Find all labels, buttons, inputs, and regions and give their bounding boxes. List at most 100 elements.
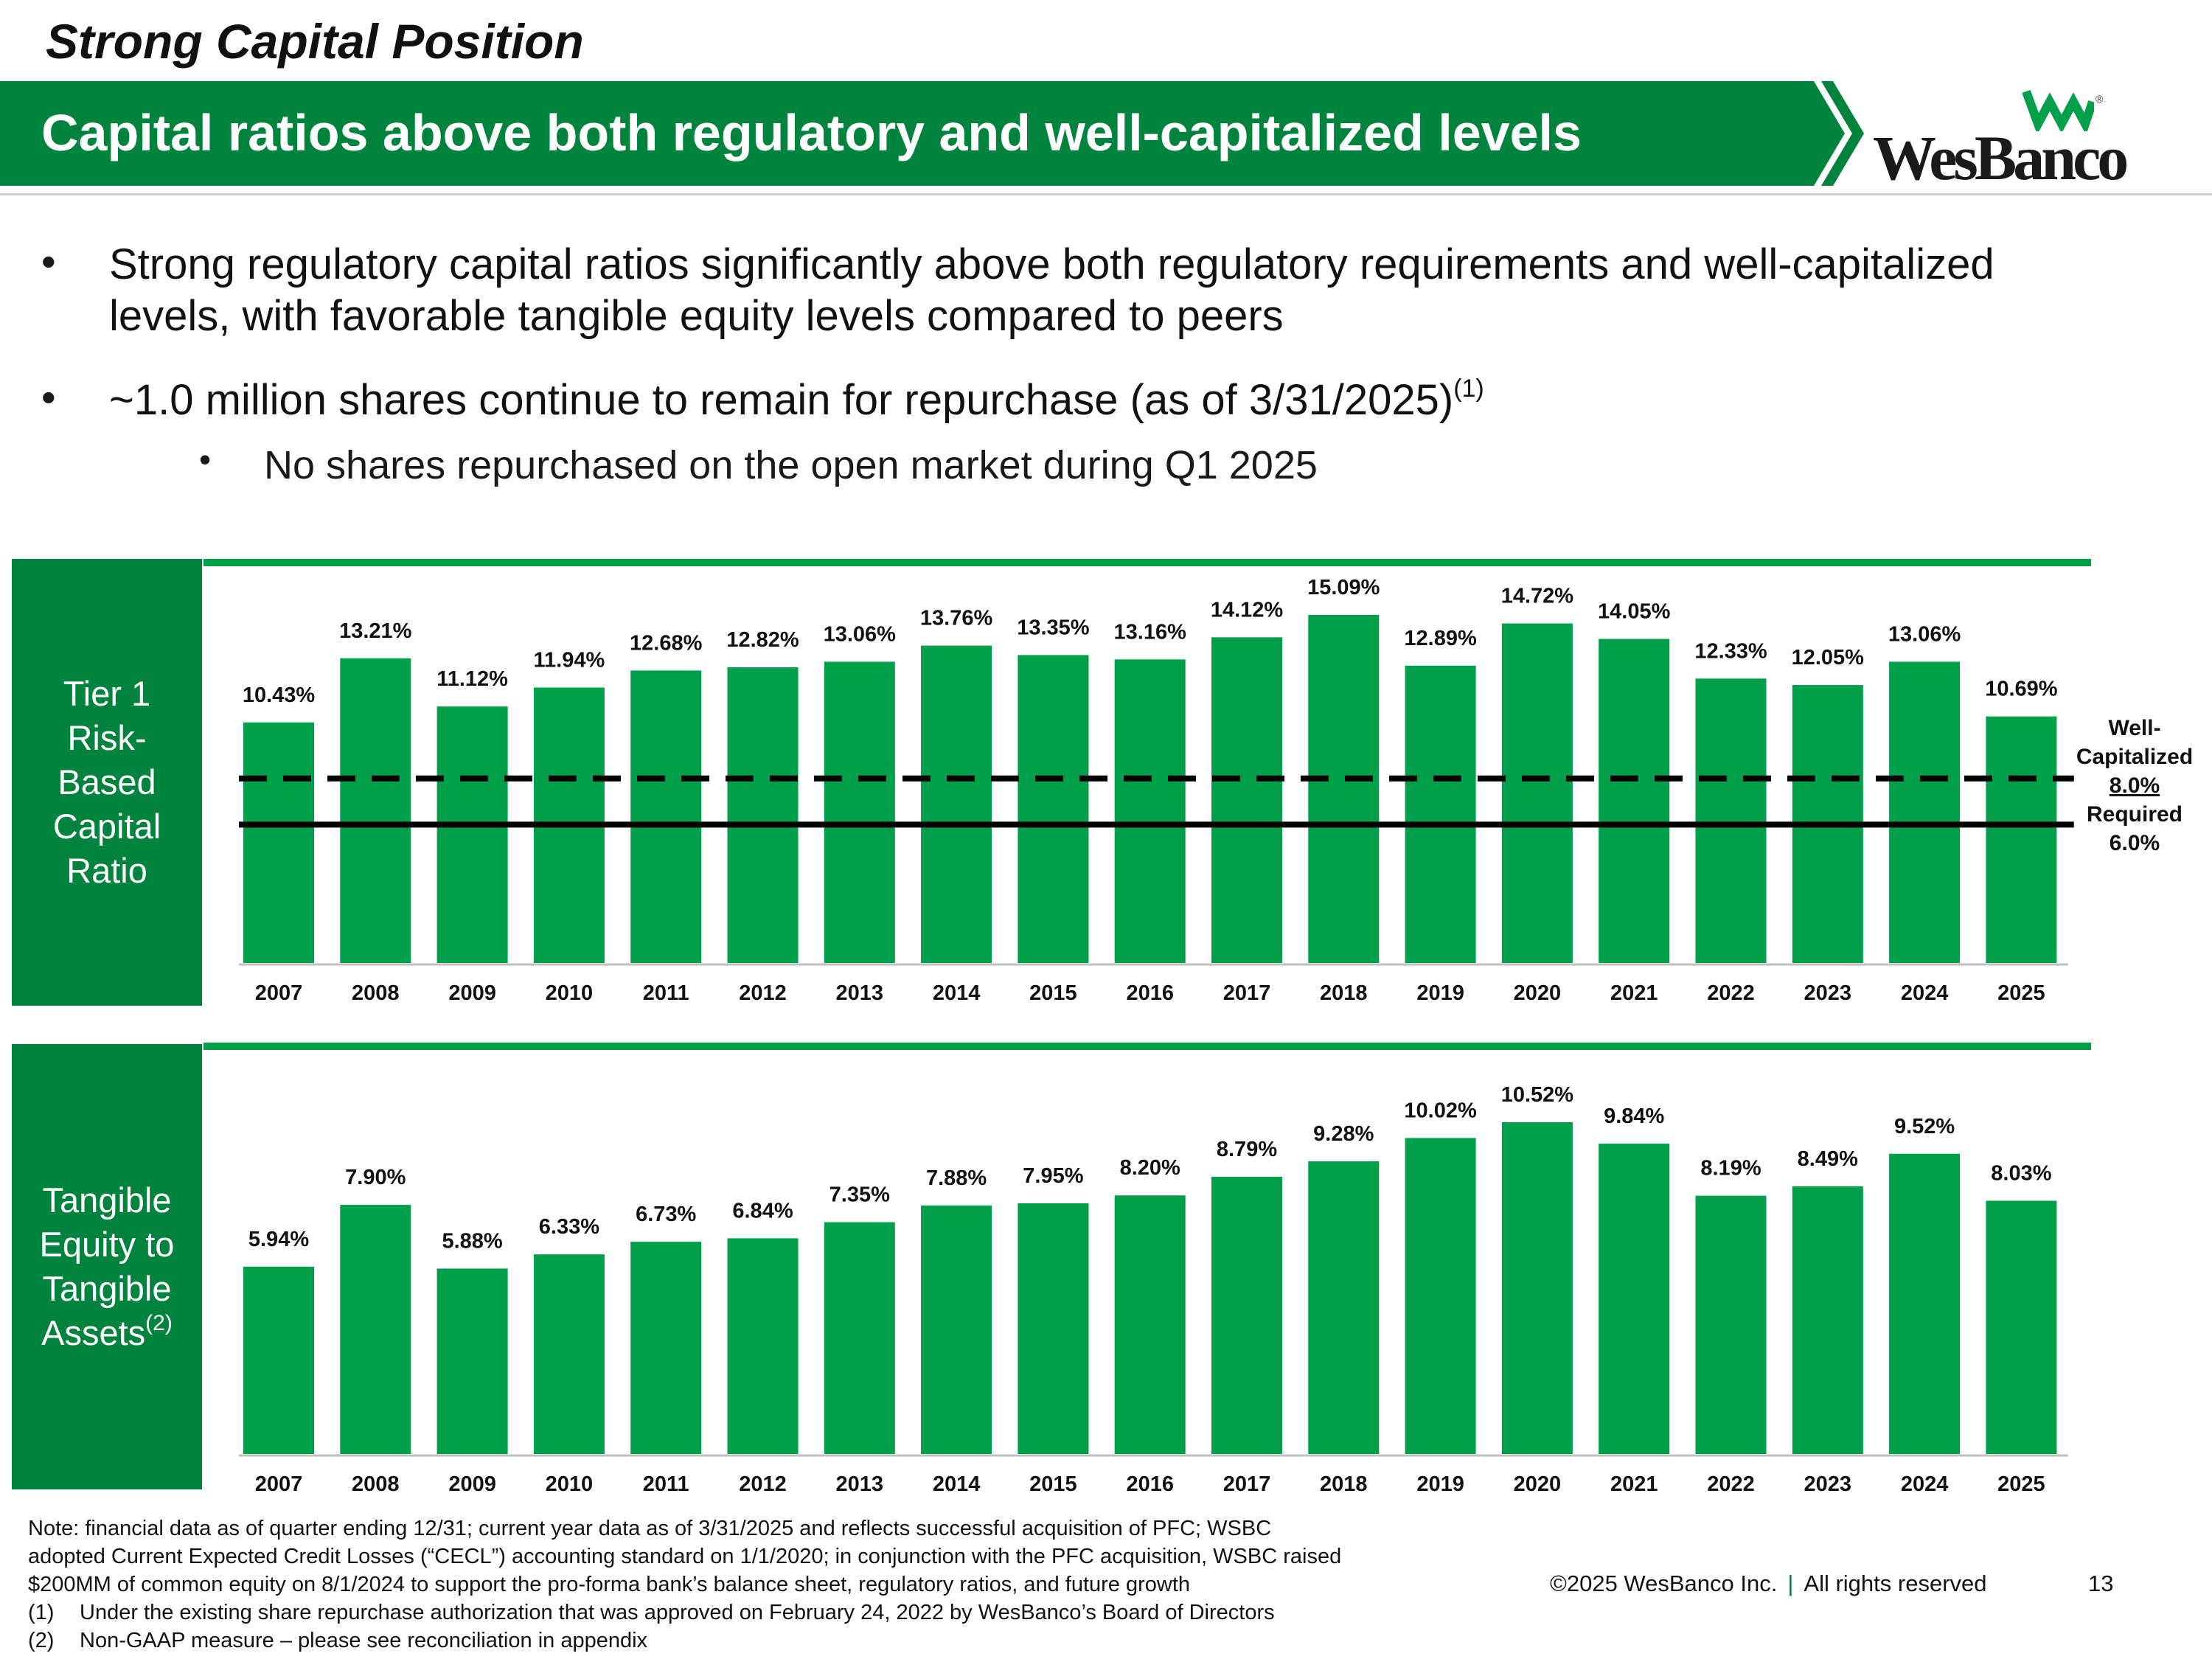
note-line: $200MM of common equity on 8/1/2024 to s… <box>28 1573 1191 1596</box>
data-label-2013: 7.35% <box>830 1183 890 1207</box>
x-tick-label-2014: 2014 <box>933 1472 981 1496</box>
data-label-2024: 9.52% <box>1894 1115 1955 1138</box>
well-capitalized-label: Capitalized <box>2076 745 2194 769</box>
x-tick-label-2016: 2016 <box>1126 1472 1174 1496</box>
bullet-capital-ratios: Strong regulatory capital ratios signifi… <box>109 240 1994 340</box>
tangible-equity-chart: 5.94% 2007 7.90% 2008 5.88% 2009 6.33% 2010 6.73… <box>239 1083 2068 1496</box>
data-label-2011: 6.73% <box>636 1203 696 1226</box>
data-label-2020: 10.52% <box>1501 1083 1574 1107</box>
bar-2014 <box>921 1205 992 1454</box>
bar-2018 <box>1308 1161 1380 1454</box>
bar-2022 <box>1695 678 1767 963</box>
bar-2011 <box>630 670 702 963</box>
bar-2008 <box>340 1205 411 1454</box>
x-tick-label-2019: 2019 <box>1416 1472 1464 1496</box>
well-capitalized-value: 8.0% <box>2109 773 2160 798</box>
footnote-2-text: Non-GAAP measure – please see reconcilia… <box>80 1629 648 1652</box>
data-label-2014: 7.88% <box>926 1166 987 1190</box>
data-label-2018: 15.09% <box>1307 576 1380 599</box>
bar-2011 <box>630 1242 702 1454</box>
page-number: 13 <box>2088 1571 2114 1596</box>
footnote-ref-2: (2) <box>145 1311 173 1335</box>
x-tick-label-2018: 2018 <box>1320 1472 1368 1496</box>
bullet-share-repurchase-text: ~1.0 million shares continue to remain f… <box>109 376 1454 424</box>
bar-2017 <box>1211 1177 1282 1454</box>
bar-2010 <box>533 1254 605 1454</box>
title-chevron-graphic <box>1784 81 1864 186</box>
bar-2007 <box>243 1266 314 1454</box>
x-tick-label-2010: 2010 <box>546 981 594 1005</box>
data-label-2008: 7.90% <box>345 1166 406 1189</box>
x-tick-label-2012: 2012 <box>739 1472 787 1496</box>
bar-2012 <box>727 1238 799 1454</box>
x-tick-label-2018: 2018 <box>1320 981 1368 1005</box>
slide-title: Capital ratios above both regulatory and… <box>41 104 1582 161</box>
bar-2013 <box>824 661 895 963</box>
x-tick-label-2016: 2016 <box>1126 981 1174 1005</box>
bar-2021 <box>1599 639 1670 963</box>
tangible-label-line: Tangible <box>42 1180 172 1220</box>
x-tick-label-2010: 2010 <box>546 1472 594 1496</box>
tier1-label-line: Tier 1 <box>63 674 151 713</box>
tier1-label-line: Capital <box>52 807 161 846</box>
bar-2015 <box>1018 1203 1089 1454</box>
bar-2018 <box>1308 615 1380 963</box>
bar-2009 <box>437 1268 508 1454</box>
bar-2019 <box>1405 1138 1476 1454</box>
bar-2017 <box>1211 637 1282 963</box>
data-label-2022: 8.19% <box>1700 1157 1761 1180</box>
footnote-1-mark: (1) <box>28 1601 55 1624</box>
tangible-panel-label: Tangible Equity to Tangible Assets(2) <box>12 1044 202 1489</box>
x-tick-label-2023: 2023 <box>1804 1472 1852 1496</box>
footnote-2: (2) Non-GAAP measure – please see reconci… <box>28 1627 1591 1655</box>
data-label-2023: 8.49% <box>1798 1147 1858 1171</box>
wesbanco-logo: ® WesBanco <box>1873 87 2146 193</box>
required-label: Required <box>2086 802 2183 827</box>
bar-2020 <box>1501 1122 1573 1454</box>
data-label-2022: 12.33% <box>1694 639 1767 663</box>
bar-2016 <box>1114 659 1186 963</box>
data-label-2010: 11.94% <box>534 649 605 672</box>
x-tick-label-2008: 2008 <box>352 981 400 1005</box>
data-label-2017: 14.12% <box>1211 598 1284 622</box>
x-tick-label-2021: 2021 <box>1610 1472 1658 1496</box>
data-label-2019: 12.89% <box>1404 627 1477 650</box>
data-label-2018: 9.28% <box>1313 1122 1374 1146</box>
x-tick-label-2024: 2024 <box>1901 1472 1949 1496</box>
bullet-marker: • <box>41 374 56 420</box>
x-tick-label-2022: 2022 <box>1707 981 1755 1005</box>
tier1-panel-label: Tier 1 Risk- Based Capital Ratio <box>12 559 202 1006</box>
data-label-2007: 5.94% <box>248 1228 309 1251</box>
bar-2021 <box>1599 1144 1670 1454</box>
data-label-2016: 13.16% <box>1114 620 1187 644</box>
tier1-panel-rule <box>204 559 2091 566</box>
data-label-2011: 12.68% <box>630 631 703 655</box>
bar-2019 <box>1405 665 1476 963</box>
data-label-2025: 10.69% <box>1985 678 2058 701</box>
bar-2020 <box>1501 623 1573 963</box>
x-tick-label-2008: 2008 <box>352 1472 400 1496</box>
x-tick-label-2011: 2011 <box>643 1472 689 1496</box>
data-label-2012: 6.84% <box>732 1199 793 1222</box>
x-tick-label-2017: 2017 <box>1223 1472 1271 1496</box>
required-value: 6.0% <box>2109 831 2160 855</box>
data-label-2024: 13.06% <box>1888 622 1961 646</box>
tangible-label-line: Assets <box>41 1313 146 1352</box>
sub-bullet-q1-repurchase: No shares repurchased on the open market… <box>264 443 1318 487</box>
bullet-share-repurchase: ~1.0 million shares continue to remain f… <box>109 375 2085 426</box>
bar-2008 <box>340 658 411 963</box>
x-tick-label-2007: 2007 <box>255 1472 303 1496</box>
data-label-2009: 5.88% <box>442 1229 502 1253</box>
footnotes: Note: financial data as of quarter endin… <box>28 1514 1591 1655</box>
rights-text: All rights reserved <box>1804 1571 1987 1596</box>
data-label-2025: 8.03% <box>1991 1162 2051 1186</box>
footnote-1: (1) Under the existing share repurchase a… <box>28 1599 1591 1627</box>
x-tick-label-2022: 2022 <box>1707 1472 1755 1496</box>
bar-2024 <box>1889 661 1961 963</box>
bar-2023 <box>1792 1186 1863 1454</box>
x-tick-label-2007: 2007 <box>255 981 303 1005</box>
data-label-2015: 7.95% <box>1023 1164 1083 1188</box>
footnote-1-text: Under the existing share repurchase auth… <box>80 1601 1275 1624</box>
bar-2024 <box>1889 1153 1961 1454</box>
well-capitalized-label: Well- <box>2108 716 2161 740</box>
